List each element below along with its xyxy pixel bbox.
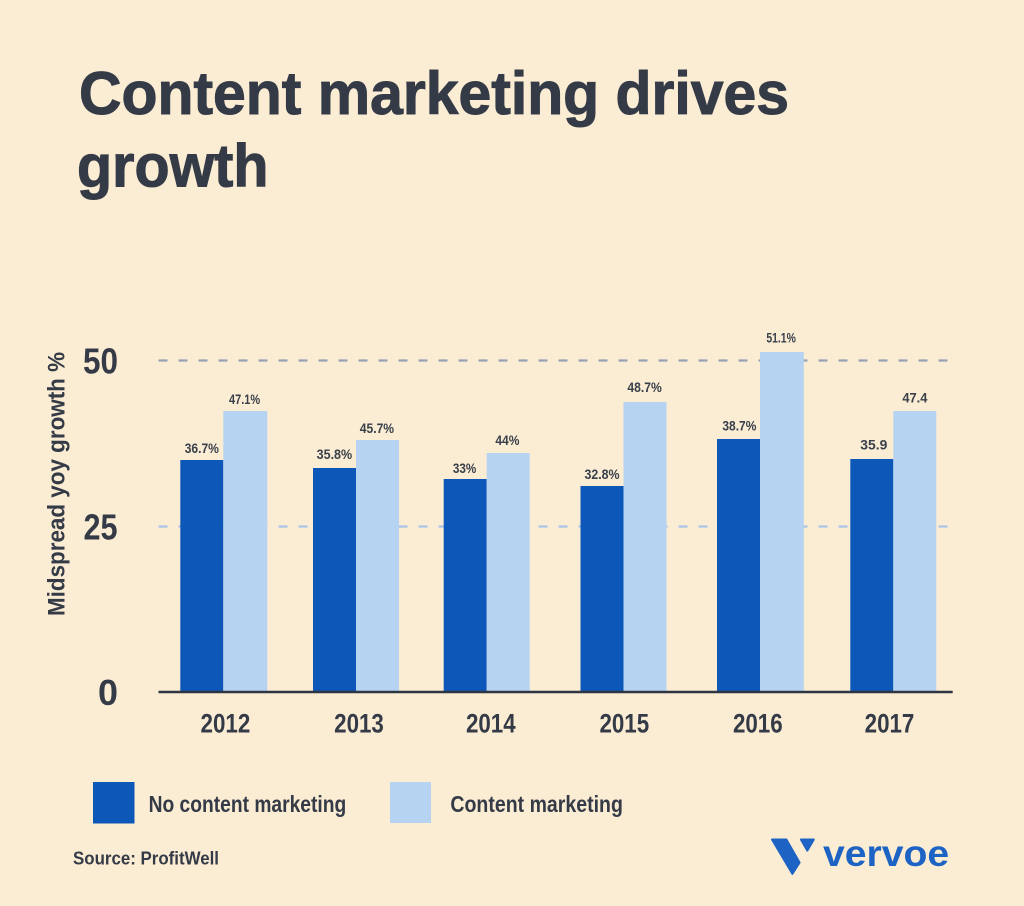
svg-text:2012: 2012 bbox=[201, 708, 251, 738]
svg-text:0: 0 bbox=[98, 672, 118, 713]
svg-text:36.7%: 36.7% bbox=[185, 440, 220, 456]
svg-text:2014: 2014 bbox=[466, 708, 516, 738]
svg-text:33%: 33% bbox=[453, 460, 477, 476]
svg-text:Content marketing: Content marketing bbox=[450, 791, 623, 817]
svg-text:25: 25 bbox=[84, 507, 118, 548]
svg-text:Source: ProfitWell: Source: ProfitWell bbox=[73, 848, 219, 869]
svg-text:38.7%: 38.7% bbox=[722, 418, 756, 434]
svg-text:2017: 2017 bbox=[865, 708, 915, 738]
svg-text:32.8%: 32.8% bbox=[584, 466, 620, 482]
svg-text:45.7%: 45.7% bbox=[360, 420, 395, 436]
svg-text:2013: 2013 bbox=[334, 708, 384, 738]
svg-text:Content marketing drives: Content marketing drives bbox=[79, 60, 789, 127]
svg-text:vervoe: vervoe bbox=[823, 833, 949, 874]
svg-text:44%: 44% bbox=[495, 432, 520, 448]
svg-text:Midspread yoy growth %: Midspread yoy growth % bbox=[44, 352, 71, 616]
svg-text:48.7%: 48.7% bbox=[627, 379, 662, 395]
svg-text:35.8%: 35.8% bbox=[317, 446, 353, 462]
svg-text:2016: 2016 bbox=[733, 708, 783, 738]
svg-text:47.4: 47.4 bbox=[902, 390, 927, 406]
svg-text:No content marketing: No content marketing bbox=[149, 791, 347, 817]
svg-text:51.1%: 51.1% bbox=[766, 329, 796, 345]
svg-text:50: 50 bbox=[83, 340, 118, 381]
svg-text:35.9: 35.9 bbox=[860, 437, 887, 453]
svg-text:47.1%: 47.1% bbox=[229, 391, 261, 407]
svg-text:growth: growth bbox=[77, 133, 269, 200]
svg-text:2015: 2015 bbox=[599, 708, 649, 738]
